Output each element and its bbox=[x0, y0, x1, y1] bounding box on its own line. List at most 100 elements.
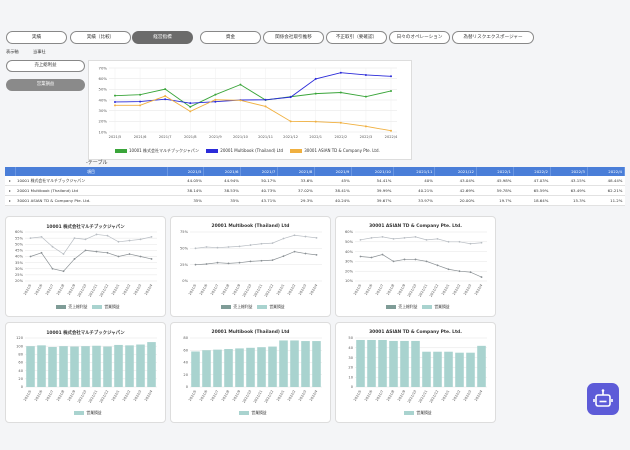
data-point bbox=[189, 105, 192, 108]
data-point bbox=[436, 264, 439, 267]
x-tick-label: 2021/6 bbox=[364, 284, 373, 296]
data-point bbox=[216, 246, 219, 249]
data-point bbox=[436, 237, 439, 240]
data-point bbox=[189, 110, 192, 113]
operating-profit-button[interactable]: 営業損益 bbox=[6, 79, 85, 91]
kpi-line-chart: 10% 20% 30% 40% 50% 60% 70% 2021/5 2021/6 2021/7 2… bbox=[88, 60, 412, 160]
legend-label-operating: 営業損益 bbox=[86, 410, 102, 415]
data-point bbox=[128, 253, 131, 255]
y-tick-label: 20% bbox=[99, 119, 108, 124]
y-tick-label: 50% bbox=[180, 247, 189, 251]
y-tick-label: 0 bbox=[21, 385, 24, 389]
table-cell: 18.64% bbox=[513, 195, 551, 206]
x-tick-label: 2021/12 bbox=[283, 135, 298, 139]
mini-chart-legend: 営業損益 bbox=[336, 410, 495, 416]
data-point bbox=[289, 120, 292, 123]
legend-swatch-30001 bbox=[290, 149, 303, 153]
tab-affiliate-transactions[interactable]: 関係会社取引推移 bbox=[263, 31, 324, 44]
x-tick-label: 2021/5 bbox=[23, 390, 32, 402]
x-tick-label: 2021/6 bbox=[199, 390, 208, 402]
x-tick-label: 2022/1 bbox=[441, 390, 450, 402]
y-tick-label: 30% bbox=[345, 260, 354, 264]
data-point bbox=[458, 270, 461, 273]
x-tick-label: 2022/3 bbox=[463, 284, 472, 296]
legend-label-operating: 営業損益 bbox=[416, 410, 432, 415]
data-point bbox=[139, 100, 142, 103]
tab-results[interactable]: 実績 bbox=[6, 31, 67, 44]
assistant-bot-button[interactable] bbox=[587, 383, 619, 415]
y-tick-label: 20 bbox=[183, 373, 188, 377]
data-point bbox=[51, 245, 54, 248]
bar bbox=[224, 349, 233, 387]
table-cell: 40.73% bbox=[240, 185, 278, 196]
gross-profit-button[interactable]: 売上総利益 bbox=[6, 60, 85, 72]
bar bbox=[279, 340, 288, 387]
table-cell: 33.97% bbox=[393, 195, 435, 206]
bar bbox=[92, 345, 101, 387]
x-tick-label: 2021/11 bbox=[418, 390, 429, 404]
data-point bbox=[364, 95, 367, 98]
data-point bbox=[314, 120, 317, 123]
bar bbox=[444, 351, 453, 387]
expand-row-icon[interactable]: ▸ bbox=[5, 176, 15, 186]
table-cell: 44.05% bbox=[167, 176, 204, 186]
x-tick-label: 2021/6 bbox=[34, 390, 43, 402]
x-tick-label: 2021/8 bbox=[184, 135, 197, 139]
x-tick-label: 2021/10 bbox=[242, 390, 253, 404]
bar bbox=[70, 346, 79, 387]
y-tick-label: 40 bbox=[18, 369, 23, 373]
tab-funds[interactable]: 資金 bbox=[200, 31, 261, 44]
data-point bbox=[205, 263, 208, 265]
robot-icon bbox=[593, 389, 613, 407]
table-cell: 43.15% bbox=[550, 176, 588, 186]
legend-label-gross: 売上総利益 bbox=[398, 304, 418, 309]
mini-chart-title: 20001 Multibook (Thailand) Ltd bbox=[211, 330, 290, 335]
data-point bbox=[381, 253, 384, 256]
table-header: 2021/7 bbox=[240, 167, 279, 176]
legend-label-operating: 営業損益 bbox=[104, 304, 120, 309]
mini-chart-title: 30001 ASIAN TD & Company Pte. Ltd. bbox=[369, 330, 462, 335]
legend-label-gross: 売上総利益 bbox=[68, 304, 88, 309]
table-cell: 38.53% bbox=[203, 185, 241, 196]
x-tick-label: 2022/4 bbox=[474, 284, 483, 296]
table-cell: 19.7% bbox=[476, 195, 514, 206]
expand-row-icon[interactable]: ▸ bbox=[5, 185, 15, 196]
data-point bbox=[425, 260, 428, 263]
data-point bbox=[106, 234, 109, 237]
y-tick-label: 30% bbox=[99, 108, 108, 113]
table-cell: 11.2% bbox=[587, 195, 625, 206]
table-cell: 48.44% bbox=[587, 176, 625, 186]
x-tick-label: 2022/2 bbox=[122, 284, 131, 296]
filter-value[interactable]: 当事社 bbox=[33, 49, 46, 54]
expand-row-icon[interactable]: ▸ bbox=[5, 195, 15, 206]
data-point bbox=[139, 238, 142, 241]
legend-swatch-gross bbox=[56, 305, 67, 309]
y-tick-label: 40% bbox=[345, 250, 354, 254]
x-tick-label: 2022/2 bbox=[452, 390, 461, 402]
data-point bbox=[95, 250, 98, 253]
y-tick-label: 80 bbox=[18, 353, 23, 357]
x-tick-label: 2022/4 bbox=[144, 284, 153, 296]
data-point bbox=[164, 98, 167, 101]
tab-results-compare[interactable]: 実績（比較） bbox=[70, 31, 131, 44]
data-point bbox=[364, 125, 367, 128]
tab-fx-exposure[interactable]: 為替リスクエクスポージャー bbox=[452, 31, 534, 44]
x-tick-label: 2021/12 bbox=[99, 284, 110, 298]
data-point bbox=[315, 253, 318, 256]
data-point bbox=[29, 237, 32, 240]
tab-bar: 実績 実績（比較） 経営指標 資金 関係会社取引推移 不正取引（要確認） 日々の… bbox=[6, 31, 606, 44]
tab-daily-operations[interactable]: 日々のオペレーション bbox=[389, 31, 450, 44]
data-point bbox=[414, 236, 417, 238]
legend-label-20001: 20001 Multibook (Thailand) Ltd bbox=[220, 148, 283, 153]
legend-swatch-operating bbox=[404, 411, 415, 415]
mini-chart-legend: 売上総利益 営業損益 bbox=[171, 304, 330, 310]
x-tick-label: 2021/7 bbox=[45, 284, 54, 296]
tab-kpi[interactable]: 経営指標 bbox=[132, 31, 193, 44]
y-tick-label: 40 bbox=[183, 361, 188, 365]
x-tick-label: 2022/3 bbox=[133, 284, 142, 296]
table-cell: 35% bbox=[167, 195, 204, 206]
tab-fraud-check[interactable]: 不正取引（要確認） bbox=[326, 31, 387, 44]
data-point bbox=[339, 91, 342, 94]
table-cell: 39.67% bbox=[351, 195, 394, 206]
y-tick-label: 25% bbox=[180, 263, 189, 267]
